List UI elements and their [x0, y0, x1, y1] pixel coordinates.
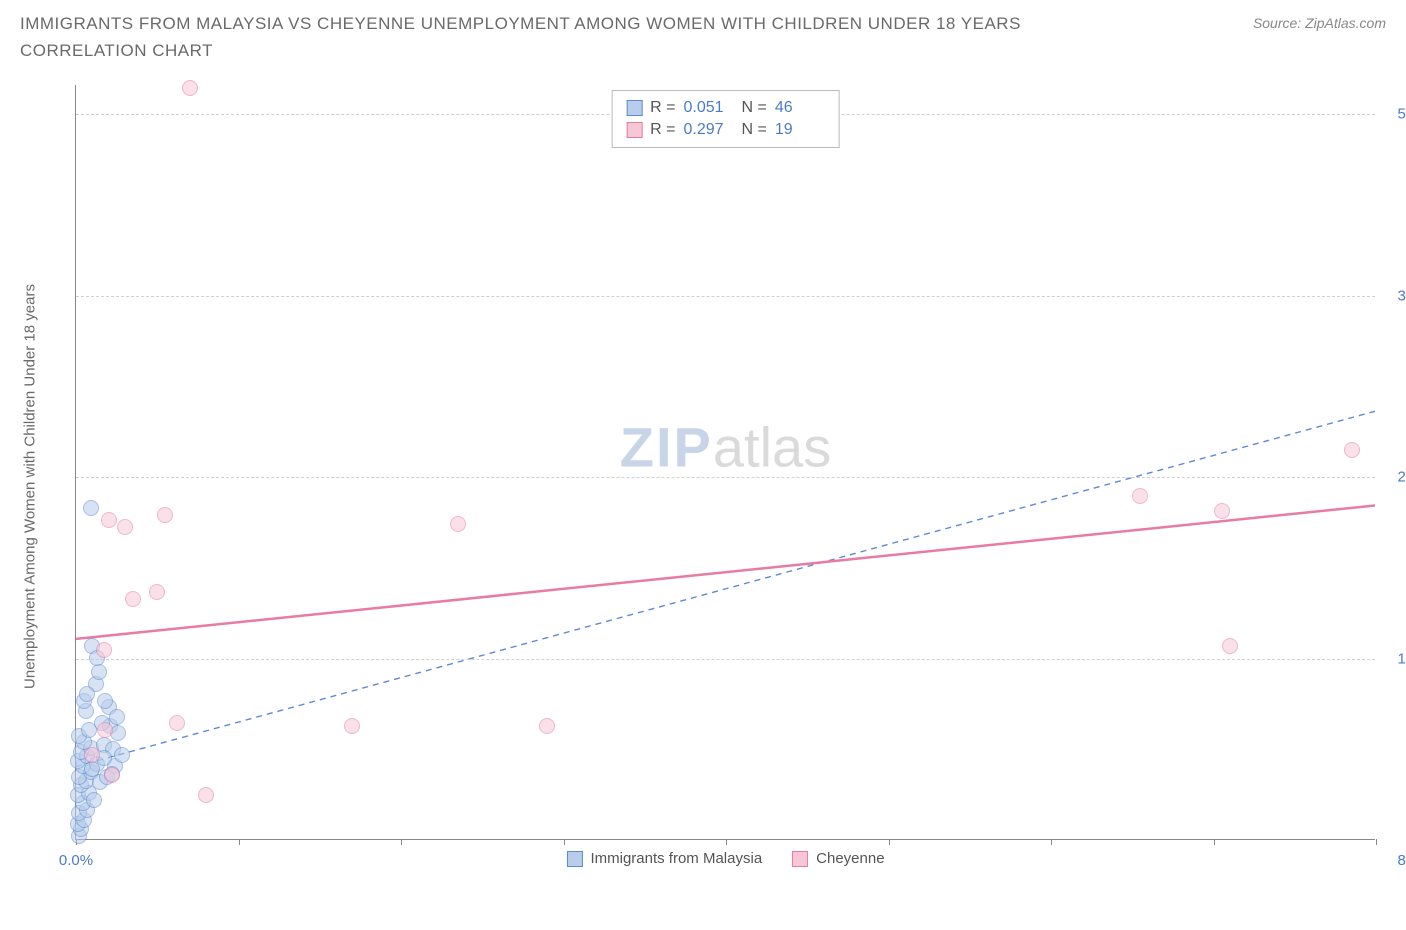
source-attribution: Source: ZipAtlas.com [1253, 15, 1386, 31]
scatter-point [125, 591, 141, 607]
scatter-point [79, 686, 95, 702]
grid-line [76, 477, 1375, 478]
scatter-point [86, 792, 102, 808]
x-tick [889, 839, 890, 845]
scatter-point [104, 767, 120, 783]
plot-area: ZIPatlas 12.5%25.0%37.5%50.0%0.0%80.0%R … [75, 85, 1375, 840]
y-tick-label: 12.5% [1385, 650, 1406, 667]
grid-line [76, 659, 1375, 660]
scatter-point [91, 664, 107, 680]
scatter-point [109, 709, 125, 725]
x-tick-label-right: 80.0% [1397, 852, 1406, 869]
legend-label: Cheyenne [816, 850, 884, 867]
scatter-point [96, 642, 112, 658]
scatter-point [182, 80, 198, 96]
x-tick [1376, 839, 1377, 845]
stat-r-value: 0.297 [684, 121, 734, 139]
stat-r-value: 0.051 [684, 99, 734, 117]
scatter-point [84, 747, 100, 763]
stat-n-value: 46 [775, 99, 825, 117]
stats-row: R = 0.051 N = 46 [626, 97, 825, 119]
scatter-point [157, 507, 173, 523]
y-axis-label: Unemployment Among Women with Children U… [22, 284, 39, 689]
x-tick [564, 839, 565, 845]
scatter-point [169, 715, 185, 731]
watermark-atlas: atlas [713, 415, 831, 478]
x-tick [726, 839, 727, 845]
x-tick [401, 839, 402, 845]
chart-container: Unemployment Among Women with Children U… [45, 85, 1385, 870]
legend-item: Immigrants from Malaysia [566, 850, 762, 867]
x-tick [239, 839, 240, 845]
scatter-point [101, 512, 117, 528]
scatter-point [198, 787, 214, 803]
scatter-point [97, 722, 113, 738]
stats-legend: R = 0.051 N = 46 R = 0.297 N = 19 [611, 90, 840, 148]
grid-line [76, 296, 1375, 297]
stat-n-value: 19 [775, 121, 825, 139]
scatter-point [1344, 442, 1360, 458]
legend-swatch [626, 122, 642, 138]
chart-header: IMMIGRANTS FROM MALAYSIA VS CHEYENNE UNE… [0, 0, 1406, 64]
y-tick-label: 25.0% [1385, 469, 1406, 486]
x-tick-label-left: 0.0% [59, 852, 93, 869]
legend-label: Immigrants from Malaysia [590, 850, 762, 867]
chart-title: IMMIGRANTS FROM MALAYSIA VS CHEYENNE UNE… [20, 10, 1120, 64]
watermark: ZIPatlas [620, 414, 831, 479]
scatter-point [539, 718, 555, 734]
legend-swatch [566, 851, 582, 867]
bottom-legend: Immigrants from Malaysia Cheyenne [566, 850, 884, 867]
legend-swatch [792, 851, 808, 867]
scatter-point [83, 500, 99, 516]
scatter-point [1132, 488, 1148, 504]
legend-swatch [626, 100, 642, 116]
legend-item: Cheyenne [792, 850, 884, 867]
x-tick [1051, 839, 1052, 845]
stat-r-label: R = [650, 121, 675, 139]
scatter-point [97, 693, 113, 709]
x-tick [1214, 839, 1215, 845]
stat-n-label: N = [742, 121, 767, 139]
watermark-zip: ZIP [620, 415, 713, 478]
scatter-point [1214, 503, 1230, 519]
scatter-point [344, 718, 360, 734]
scatter-point [114, 747, 130, 763]
trend-lines [76, 85, 1375, 839]
y-tick-label: 37.5% [1385, 287, 1406, 304]
stat-n-label: N = [742, 99, 767, 117]
scatter-point [149, 584, 165, 600]
scatter-point [450, 516, 466, 532]
scatter-point [117, 519, 133, 535]
scatter-point [1222, 638, 1238, 654]
stats-row: R = 0.297 N = 19 [626, 119, 825, 141]
stat-r-label: R = [650, 99, 675, 117]
y-tick-label: 50.0% [1385, 106, 1406, 123]
